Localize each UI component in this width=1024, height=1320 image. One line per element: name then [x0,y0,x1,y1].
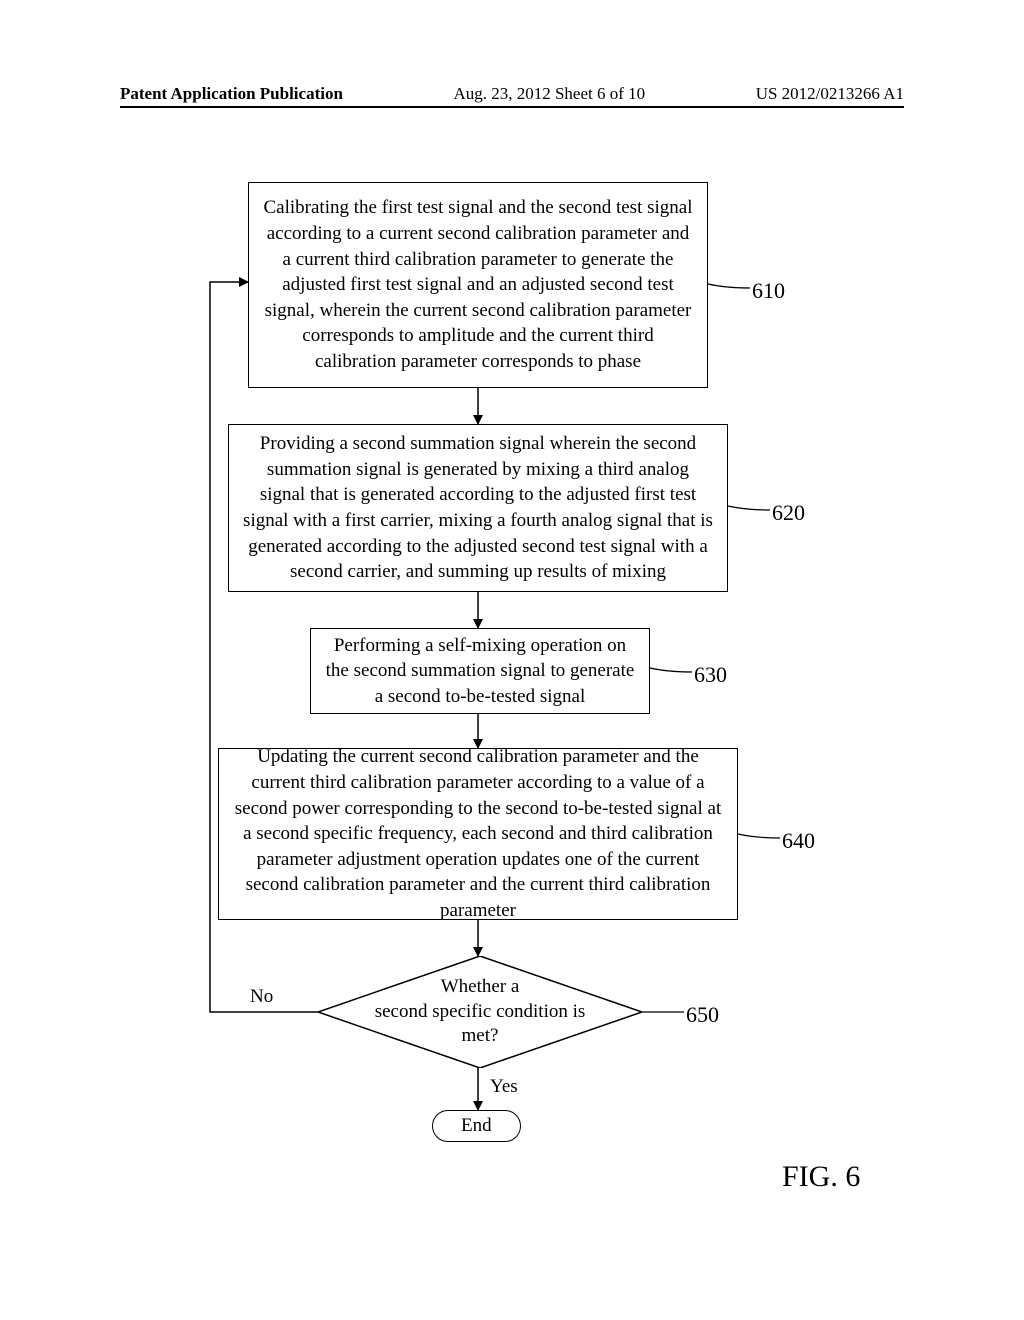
header-center: Aug. 23, 2012 Sheet 6 of 10 [453,84,645,104]
step-text: Performing a self-mixing operation on th… [325,633,635,710]
step-text: Updating the current second calibration … [233,744,723,923]
ref-640: 640 [782,828,815,854]
figure-label: FIG. 6 [782,1160,860,1194]
decision-text: Whether asecond specific condition ismet… [375,975,586,1049]
header-right: US 2012/0213266 A1 [756,84,904,104]
flowchart-step-640: Updating the current second calibration … [218,748,738,920]
header-left: Patent Application Publication [120,84,343,104]
ref-630: 630 [694,662,727,688]
flowchart-step-630: Performing a self-mixing operation on th… [310,628,650,714]
flowchart-end: End [432,1110,521,1142]
ref-650: 650 [686,1002,719,1028]
step-text: Providing a second summation signal wher… [243,431,713,585]
ref-620: 620 [772,500,805,526]
flowchart-decision-650: Whether asecond specific condition ismet… [318,956,642,1068]
flowchart-step-610: Calibrating the first test signal and th… [248,182,708,388]
edge-label-yes: Yes [490,1076,518,1098]
edge-label-no: No [250,986,273,1008]
step-text: Calibrating the first test signal and th… [263,195,693,374]
flowchart: Calibrating the first test signal and th… [0,150,1024,1250]
ref-610: 610 [752,278,785,304]
flowchart-step-620: Providing a second summation signal wher… [228,424,728,592]
end-text: End [461,1115,492,1136]
page-header: Patent Application Publication Aug. 23, … [120,84,904,108]
